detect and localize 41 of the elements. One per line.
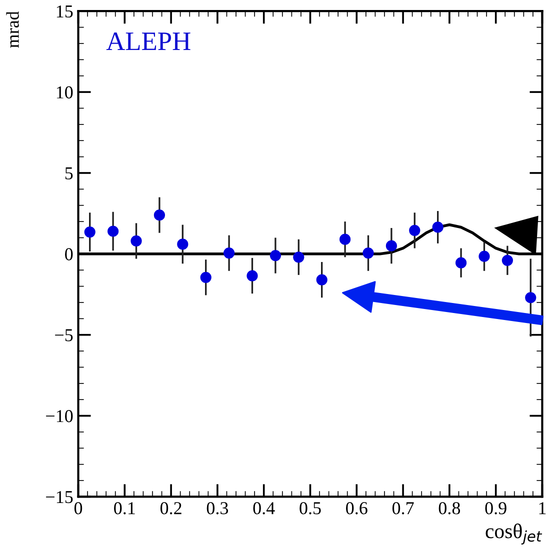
point (432, 222, 444, 233)
point (455, 257, 467, 268)
point (108, 226, 119, 237)
y-tick-label: −10 (46, 410, 73, 422)
point (386, 240, 397, 252)
x-tick-label: 0.9 (485, 502, 506, 514)
x-tick-label: 0.3 (206, 502, 228, 514)
point (270, 250, 282, 262)
x-tick-label: 0.2 (160, 502, 182, 514)
point (223, 248, 235, 259)
point (362, 248, 374, 259)
point (409, 224, 420, 236)
y-tick-label: 0 (65, 248, 73, 260)
x-tick-label: 0.5 (300, 502, 321, 514)
point (478, 250, 490, 262)
y-axis-title: mrad (6, 11, 19, 48)
x-tick-label: 0.8 (438, 502, 460, 514)
x-tick-label: 0.6 (346, 502, 368, 514)
x-axis-title: cosθ$_{jet}$ (486, 524, 542, 545)
y-tick-label: −5 (55, 329, 73, 342)
point (502, 254, 513, 266)
point (130, 235, 142, 247)
x-tick-label: 1 (539, 502, 546, 514)
x-tick-label: 0.7 (392, 502, 414, 514)
point (246, 270, 258, 282)
point (316, 274, 328, 286)
point (525, 292, 536, 304)
annotation: ALEPH (106, 32, 190, 50)
x-tick-label: 0.4 (253, 502, 275, 514)
y-tick-label: −15 (46, 491, 73, 504)
point (84, 226, 96, 238)
point (339, 234, 351, 245)
point (200, 272, 212, 283)
y-tick-label: 5 (65, 167, 73, 180)
y-tick-label: 15 (56, 5, 73, 18)
point (177, 238, 188, 250)
x-tick-label: 0.1 (114, 502, 135, 514)
point (293, 252, 304, 263)
point (154, 210, 166, 221)
y-tick-label: 10 (56, 86, 73, 98)
x-tick-label: 0 (74, 502, 82, 514)
